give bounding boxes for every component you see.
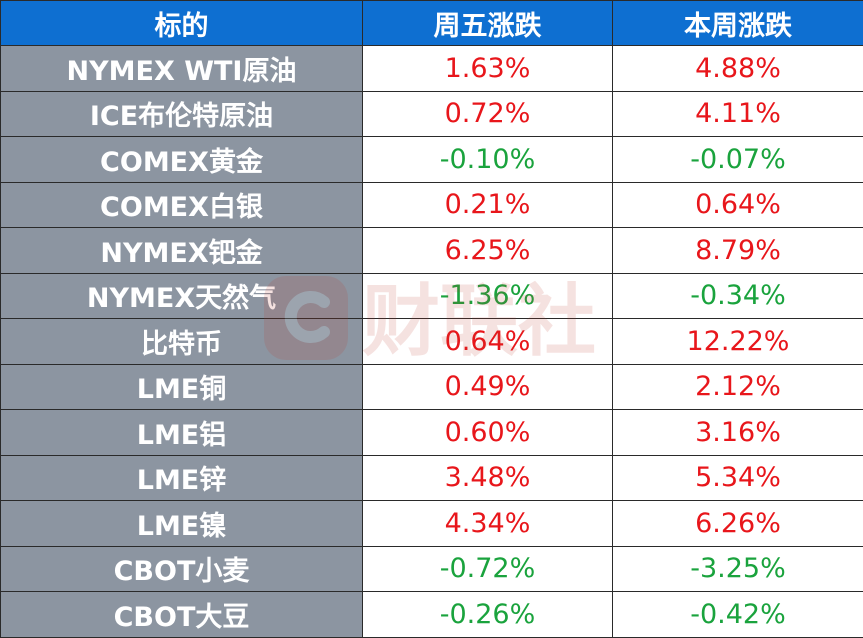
week-change-cell: 0.64% xyxy=(613,182,863,228)
header-friday-change: 周五涨跌 xyxy=(363,1,613,46)
header-row: 标的 周五涨跌 本周涨跌 xyxy=(1,1,863,46)
asset-name-cell: NYMEX天然气 xyxy=(1,273,363,319)
friday-change-cell: 4.34% xyxy=(363,501,613,547)
asset-name-cell: LME铜 xyxy=(1,364,363,410)
asset-name-cell: ICE布伦特原油 xyxy=(1,91,363,137)
table-row: CBOT大豆-0.26%-0.42% xyxy=(1,592,863,638)
week-change-cell: 5.34% xyxy=(613,455,863,501)
friday-change-cell: 0.60% xyxy=(363,410,613,456)
asset-name-cell: LME铝 xyxy=(1,410,363,456)
asset-name-cell: LME镍 xyxy=(1,501,363,547)
week-change-cell: 3.16% xyxy=(613,410,863,456)
asset-name-cell: LME锌 xyxy=(1,455,363,501)
header-week-change: 本周涨跌 xyxy=(613,1,863,46)
friday-change-cell: -1.36% xyxy=(363,273,613,319)
week-change-cell: 4.11% xyxy=(613,91,863,137)
friday-change-cell: 0.21% xyxy=(363,182,613,228)
week-change-cell: 2.12% xyxy=(613,364,863,410)
friday-change-cell: 0.49% xyxy=(363,364,613,410)
friday-change-cell: 3.48% xyxy=(363,455,613,501)
week-change-cell: 12.22% xyxy=(613,319,863,365)
week-change-cell: 6.26% xyxy=(613,501,863,547)
week-change-cell: 4.88% xyxy=(613,46,863,92)
asset-name-cell: NYMEX WTI原油 xyxy=(1,46,363,92)
friday-change-cell: -0.72% xyxy=(363,546,613,592)
header-asset: 标的 xyxy=(1,1,363,46)
friday-change-cell: 0.72% xyxy=(363,91,613,137)
week-change-cell: -0.07% xyxy=(613,137,863,183)
table-row: CBOT小麦-0.72%-3.25% xyxy=(1,546,863,592)
friday-change-cell: 0.64% xyxy=(363,319,613,365)
week-change-cell: -0.34% xyxy=(613,273,863,319)
week-change-cell: -0.42% xyxy=(613,592,863,638)
asset-name-cell: CBOT大豆 xyxy=(1,592,363,638)
friday-change-cell: 6.25% xyxy=(363,228,613,274)
asset-name-cell: 比特币 xyxy=(1,319,363,365)
week-change-cell: 8.79% xyxy=(613,228,863,274)
week-change-cell: -3.25% xyxy=(613,546,863,592)
table-row: NYMEX天然气-1.36%-0.34% xyxy=(1,273,863,319)
friday-change-cell: 1.63% xyxy=(363,46,613,92)
asset-name-cell: COMEX黄金 xyxy=(1,137,363,183)
asset-name-cell: NYMEX钯金 xyxy=(1,228,363,274)
asset-name-cell: CBOT小麦 xyxy=(1,546,363,592)
table-row: COMEX黄金-0.10%-0.07% xyxy=(1,137,863,183)
friday-change-cell: -0.26% xyxy=(363,592,613,638)
friday-change-cell: -0.10% xyxy=(363,137,613,183)
asset-name-cell: COMEX白银 xyxy=(1,182,363,228)
